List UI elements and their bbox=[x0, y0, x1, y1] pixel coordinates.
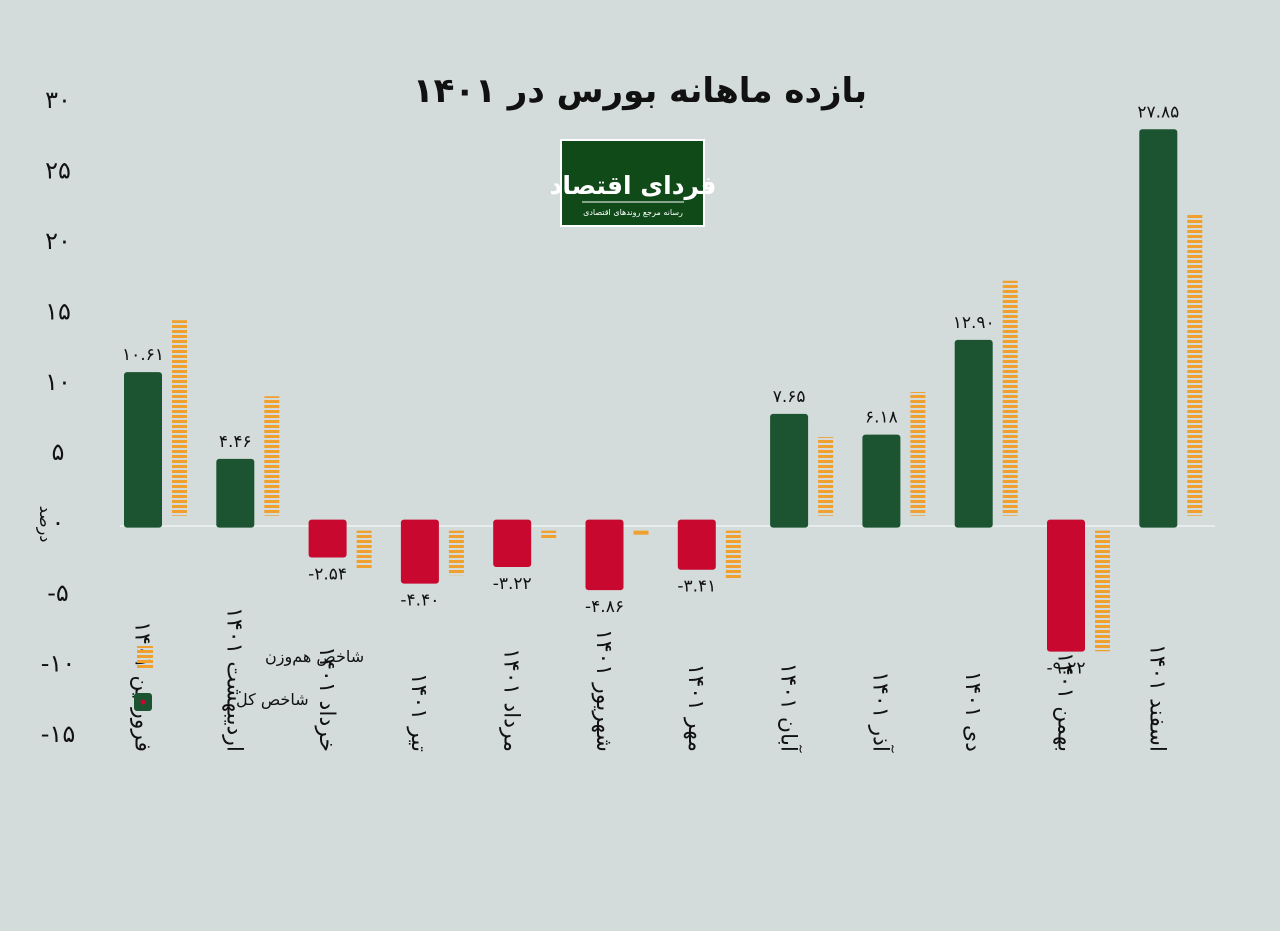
category-label: تیر ۱۴۰۱ bbox=[406, 673, 431, 752]
value-label: ۴.۴۶ bbox=[219, 432, 252, 452]
bar-equal-weight bbox=[448, 530, 464, 576]
bar-equal-weight bbox=[1095, 530, 1110, 652]
bar-total-index bbox=[954, 339, 993, 528]
bar-equal-weight bbox=[725, 530, 741, 579]
legend-swatch-dot bbox=[140, 699, 146, 705]
y-tick-label: ۱۰ bbox=[45, 368, 71, 396]
bar-equal-weight bbox=[818, 437, 834, 516]
bar-equal-weight bbox=[356, 530, 372, 570]
value-label: -۳.۲۲ bbox=[493, 574, 532, 594]
bar-total-index bbox=[493, 519, 532, 568]
y-tick-label: -۱۰ bbox=[41, 650, 75, 678]
value-label: -۲.۵۴ bbox=[308, 564, 347, 584]
value-label: -۹.۲۲ bbox=[1047, 659, 1086, 679]
y-tick-label: ۵ bbox=[52, 438, 65, 466]
y-tick-label: ۲۵ bbox=[45, 156, 71, 184]
bar-equal-weight bbox=[1002, 280, 1018, 516]
y-axis-label: درصد bbox=[35, 506, 55, 543]
value-label: ۱۲.۹۰ bbox=[953, 313, 995, 333]
legend-label-equal-weight: شاخص هم‌وزن bbox=[265, 647, 364, 667]
bars: ۱۰.۶۱ ۴.۴۶ -۲.۵۴ -۴.۴۰ -۳.۲۲ -۴.۸۶ -۳.۴۱ ۷.۶۵ ۶.… bbox=[122, 102, 1203, 679]
brand-logo-text: فردای اقتصاد bbox=[550, 171, 717, 201]
legend: شاخص هم‌وزن شاخص کل bbox=[134, 646, 364, 711]
category-label: دی ۱۴۰۱ bbox=[960, 671, 985, 752]
value-label: -۳.۴۱ bbox=[677, 577, 716, 597]
legend-swatch-equal-weight bbox=[137, 646, 153, 668]
y-tick-label: -۵ bbox=[47, 579, 69, 607]
bar-total-index bbox=[308, 519, 347, 558]
category-label: اسفند ۱۴۰۱ bbox=[1145, 644, 1170, 752]
category-label: آبان ۱۴۰۱ bbox=[775, 663, 802, 753]
category-label: اردیبهشت ۱۴۰۱ bbox=[222, 607, 247, 752]
chart-title: بازده ماهانه بورس در ۱۴۰۱ bbox=[413, 71, 867, 111]
category-label: فروردین ۱۴۰۱ bbox=[129, 621, 154, 752]
y-tick-label: ۱۵ bbox=[45, 297, 71, 325]
bar-equal-weight bbox=[264, 396, 280, 516]
bar-total-index bbox=[585, 519, 624, 591]
bar-total-index bbox=[400, 519, 439, 584]
value-label: ۶.۱۸ bbox=[865, 408, 898, 428]
bar-total-index bbox=[770, 413, 809, 528]
category-label: مهر ۱۴۰۱ bbox=[683, 664, 708, 752]
brand-logo-subtext: رسانه مرجع روندهای اقتصادی bbox=[583, 208, 683, 217]
category-label: شهریور ۱۴۰۱ bbox=[591, 629, 616, 752]
brand-logo: فردای اقتصاد رسانه مرجع روندهای اقتصادی bbox=[550, 139, 717, 227]
value-label: -۴.۸۶ bbox=[585, 597, 624, 617]
bar-total-index bbox=[677, 519, 716, 570]
value-label: ۷.۶۵ bbox=[773, 387, 806, 407]
bar-equal-weight bbox=[1187, 214, 1203, 516]
y-tick-label: -۱۵ bbox=[41, 720, 75, 748]
value-label: ۱۰.۶۱ bbox=[122, 345, 164, 365]
value-label: ۲۷.۸۵ bbox=[1137, 102, 1179, 122]
y-axis: ۳۰ ۲۵ ۲۰ ۱۵ ۱۰ ۵ ۰ -۵ -۱۰ -۱۵ bbox=[41, 86, 75, 748]
category-label: بهمن ۱۴۰۱ bbox=[1052, 652, 1077, 752]
category-label: خرداد ۱۴۰۱ bbox=[314, 646, 339, 752]
y-tick-label: ۲۰ bbox=[45, 227, 71, 255]
bar-equal-weight bbox=[910, 392, 926, 516]
bar-equal-weight bbox=[541, 530, 557, 539]
category-label: آذر ۱۴۰۱ bbox=[868, 671, 895, 753]
legend-label-total-index: شاخص کل bbox=[236, 690, 309, 710]
bar-total-index bbox=[1047, 519, 1085, 652]
bar-total-index bbox=[124, 372, 162, 528]
bar-total-index bbox=[862, 434, 901, 528]
bar-total-index bbox=[1139, 129, 1178, 528]
bar-equal-weight bbox=[172, 320, 187, 516]
value-label: -۴.۴۰ bbox=[400, 591, 439, 611]
y-tick-label: ۰ bbox=[52, 509, 65, 537]
x-axis: فروردین ۱۴۰۱ اردیبهشت ۱۴۰۱ خرداد ۱۴۰۱ تیر ۱… bbox=[129, 607, 1169, 753]
bar-equal-weight bbox=[633, 530, 649, 535]
category-label: مرداد ۱۴۰۱ bbox=[499, 648, 524, 752]
bar-total-index bbox=[216, 458, 255, 528]
y-tick-label: ۳۰ bbox=[45, 86, 71, 114]
